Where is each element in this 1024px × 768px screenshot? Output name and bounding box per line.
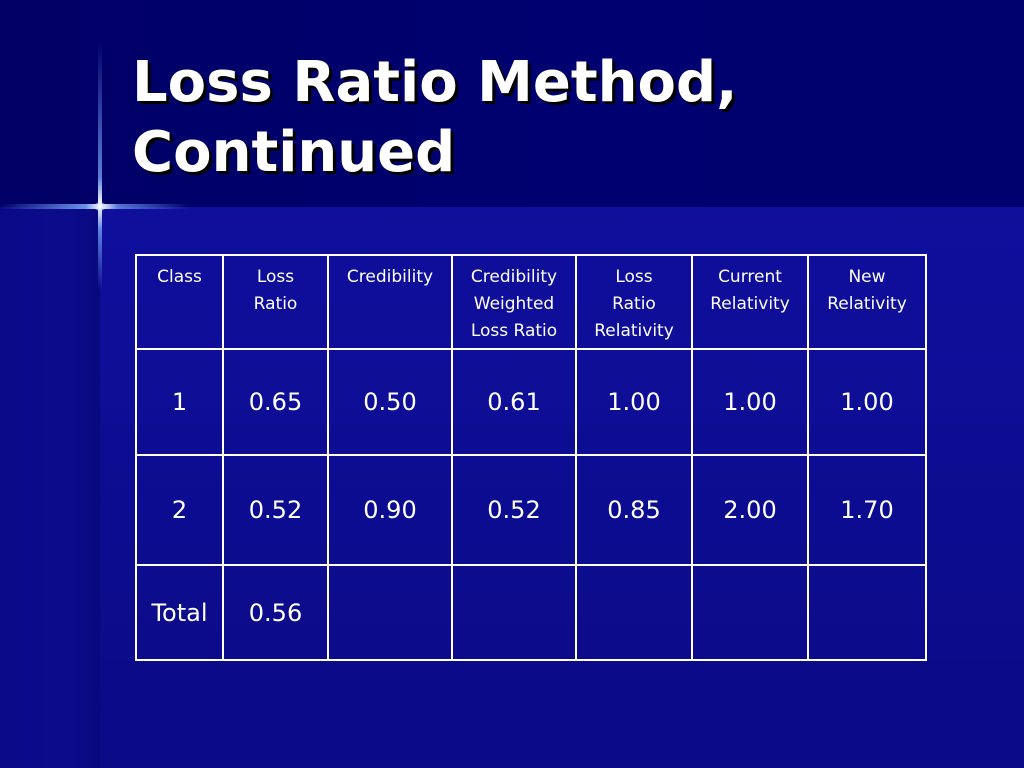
header-loss-ratio: Loss Ratio	[222, 254, 329, 350]
table-row: 1 0.65 0.50 0.61 1.00 1.00 1.00	[135, 348, 927, 456]
table-header-row: Class Loss Ratio Credibility Credibility…	[135, 254, 927, 350]
header-text: Credibility	[346, 267, 434, 287]
header-text: Loss	[615, 267, 653, 287]
sparkle-vertical-ray	[98, 40, 102, 290]
header-loss-ratio-relativity: Loss Ratio Relativity	[575, 254, 693, 350]
header-text: Ratio	[612, 294, 656, 314]
slide-title-line-2: Continued	[132, 120, 456, 185]
table-cell: 0.52	[451, 454, 577, 566]
header-new-relativity: New Relativity	[807, 254, 927, 350]
table-cell: Total	[135, 564, 224, 661]
table-cell: 2.00	[691, 454, 809, 566]
table-cell: 1.00	[691, 348, 809, 456]
loss-ratio-table: Class Loss Ratio Credibility Credibility…	[135, 254, 927, 661]
table-cell: 1.00	[807, 348, 927, 456]
table-cell: 0.52	[222, 454, 329, 566]
table-cell: 0.90	[327, 454, 453, 566]
header-credibility: Credibility	[327, 254, 453, 350]
header-current-relativity: Current Relativity	[691, 254, 809, 350]
table-cell: 0.65	[222, 348, 329, 456]
header-credibility-weighted-loss-ratio: Credibility Weighted Loss Ratio	[451, 254, 577, 350]
table-cell	[575, 564, 693, 661]
table-cell: 0.85	[575, 454, 693, 566]
table-cell: 1	[135, 348, 224, 456]
slide-title-line-1: Loss Ratio Method,	[132, 50, 738, 115]
table-cell	[451, 564, 577, 661]
table-cell	[327, 564, 453, 661]
header-text: Credibility	[470, 267, 558, 287]
header-text: Ratio	[253, 294, 298, 314]
header-text: Relativity	[710, 294, 790, 314]
header-text: Weighted	[473, 294, 555, 314]
header-text: Loss	[256, 267, 295, 287]
header-text: Relativity	[827, 294, 907, 314]
table-cell	[807, 564, 927, 661]
table-cell: 0.56	[222, 564, 329, 661]
table-cell: 1.70	[807, 454, 927, 566]
sparkle-star-icon	[94, 202, 106, 211]
header-text: Current	[718, 267, 782, 287]
table-row: 2 0.52 0.90 0.52 0.85 2.00 1.70	[135, 454, 927, 566]
table-cell: 2	[135, 454, 224, 566]
left-band	[0, 207, 100, 768]
title-band	[0, 0, 1024, 207]
header-text: Relativity	[594, 321, 674, 341]
table-cell: 0.61	[451, 348, 577, 456]
table-cell	[691, 564, 809, 661]
slide-title: Loss Ratio Method, Continued	[132, 48, 982, 188]
header-text: Loss Ratio	[470, 321, 558, 341]
header-text: New	[848, 267, 886, 287]
header-class: Class	[135, 254, 224, 350]
table-row-total: Total 0.56	[135, 564, 927, 661]
table-cell: 0.50	[327, 348, 453, 456]
table-cell: 1.00	[575, 348, 693, 456]
header-text: Class	[157, 267, 202, 287]
